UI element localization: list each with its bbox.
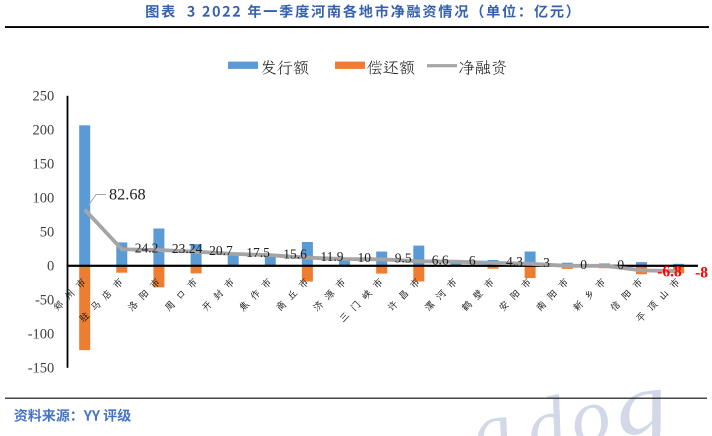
- svg-text:6: 6: [469, 253, 476, 268]
- svg-text:6.6: 6.6: [432, 252, 449, 267]
- svg-text:0: 0: [617, 257, 624, 272]
- svg-text:24.2: 24.2: [135, 240, 159, 255]
- svg-text:-100: -100: [28, 326, 55, 342]
- svg-text:250: 250: [33, 88, 55, 104]
- svg-text:10: 10: [358, 250, 372, 265]
- svg-text:200: 200: [33, 122, 55, 138]
- svg-text:4.3: 4.3: [506, 254, 523, 269]
- svg-text:23.24: 23.24: [172, 241, 203, 256]
- svg-text:-6.8: -6.8: [657, 264, 682, 281]
- svg-text:11.9: 11.9: [320, 249, 343, 264]
- svg-text:50: 50: [40, 224, 55, 240]
- svg-text:150: 150: [33, 156, 55, 172]
- svg-text:-50: -50: [35, 292, 54, 308]
- svg-text:-150: -150: [28, 360, 55, 376]
- svg-text:0: 0: [580, 257, 587, 272]
- svg-text:82.68: 82.68: [109, 185, 146, 204]
- svg-text:100: 100: [33, 190, 55, 206]
- svg-text:3: 3: [543, 255, 550, 270]
- svg-text:17.5: 17.5: [246, 245, 270, 260]
- svg-text:20.7: 20.7: [209, 243, 233, 258]
- svg-text:9.5: 9.5: [395, 250, 412, 265]
- svg-text:0: 0: [47, 258, 54, 274]
- svg-text:-8: -8: [695, 265, 708, 282]
- svg-text:15.6: 15.6: [283, 246, 307, 261]
